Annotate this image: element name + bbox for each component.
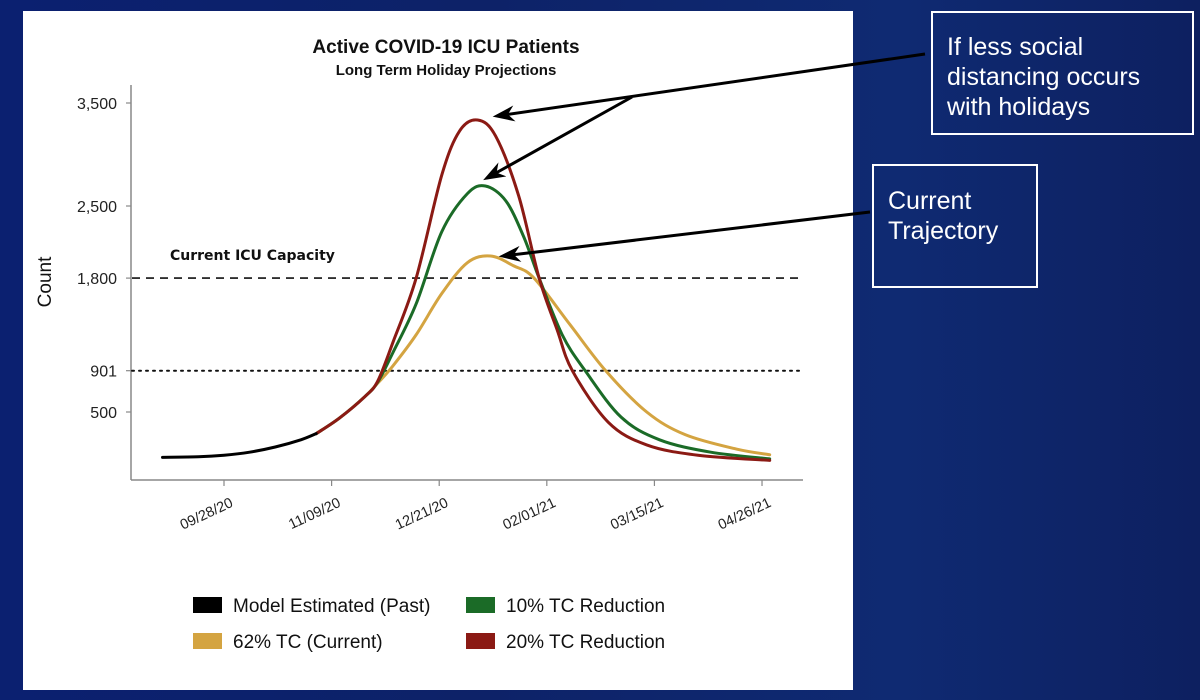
x-tick-label: 09/28/20 bbox=[178, 495, 236, 533]
x-ticks: 09/28/20 11/09/20 12/21/20 02/01/21 03/15/21… bbox=[178, 480, 774, 533]
x-tick-label: 11/09/20 bbox=[286, 495, 343, 533]
chart-panel bbox=[23, 11, 853, 690]
callout-line: with holidays bbox=[947, 93, 1091, 121]
series-lines bbox=[161, 118, 772, 462]
x-tick-label: 12/21/20 bbox=[393, 495, 451, 533]
legend-swatch bbox=[193, 597, 222, 613]
y-ticks: 3,500 2,500 1,800 901 500 bbox=[77, 96, 131, 422]
legend: Model Estimated (Past) 10% TC Reduction 62… bbox=[193, 596, 665, 653]
axes bbox=[130, 85, 803, 481]
annotation-arrows bbox=[483, 52, 926, 262]
arrow-to-current-peak bbox=[498, 210, 871, 262]
legend-swatch bbox=[466, 597, 495, 613]
reference-lines: Current ICU Capacity bbox=[131, 248, 804, 372]
legend-swatch bbox=[466, 633, 495, 649]
callout-current-trajectory: Current Trajectory bbox=[872, 164, 1038, 288]
x-tick-label: 03/15/21 bbox=[608, 495, 666, 533]
arrow-to-10pct-peak bbox=[483, 95, 633, 181]
callout-line: distancing occurs bbox=[947, 63, 1141, 91]
callout-line: Current bbox=[888, 187, 972, 215]
legend-label: 10% TC Reduction bbox=[506, 596, 665, 617]
arrow-to-20pct-peak bbox=[492, 52, 926, 122]
icu-capacity-label: Current ICU Capacity bbox=[170, 248, 335, 264]
series-line-20-tc-reduction bbox=[314, 118, 772, 462]
legend-swatch bbox=[193, 633, 222, 649]
chart-subtitle: Long Term Holiday Projections bbox=[336, 62, 557, 79]
y-tick-label: 901 bbox=[90, 364, 117, 381]
x-tick-label: 02/01/21 bbox=[501, 495, 559, 533]
y-tick-label: 3,500 bbox=[77, 96, 117, 113]
callout-line: If less social bbox=[947, 33, 1084, 61]
legend-label: Model Estimated (Past) bbox=[233, 596, 430, 617]
series-line-10-tc-reduction bbox=[314, 184, 772, 461]
x-tick-label: 04/26/21 bbox=[716, 495, 774, 533]
y-tick-label: 1,800 bbox=[77, 271, 117, 288]
legend-label: 62% TC (Current) bbox=[233, 632, 383, 653]
y-tick-label: 2,500 bbox=[77, 199, 117, 216]
series-line-model-estimated-past bbox=[161, 432, 318, 459]
y-axis-label: Count bbox=[35, 256, 56, 307]
callout-less-distancing: If less social distancing occurs with ho… bbox=[931, 11, 1194, 135]
callout-line: Trajectory bbox=[888, 217, 999, 245]
legend-label: 20% TC Reduction bbox=[506, 632, 665, 653]
y-tick-label: 500 bbox=[90, 405, 117, 422]
chart-title: Active COVID-19 ICU Patients bbox=[312, 37, 579, 58]
